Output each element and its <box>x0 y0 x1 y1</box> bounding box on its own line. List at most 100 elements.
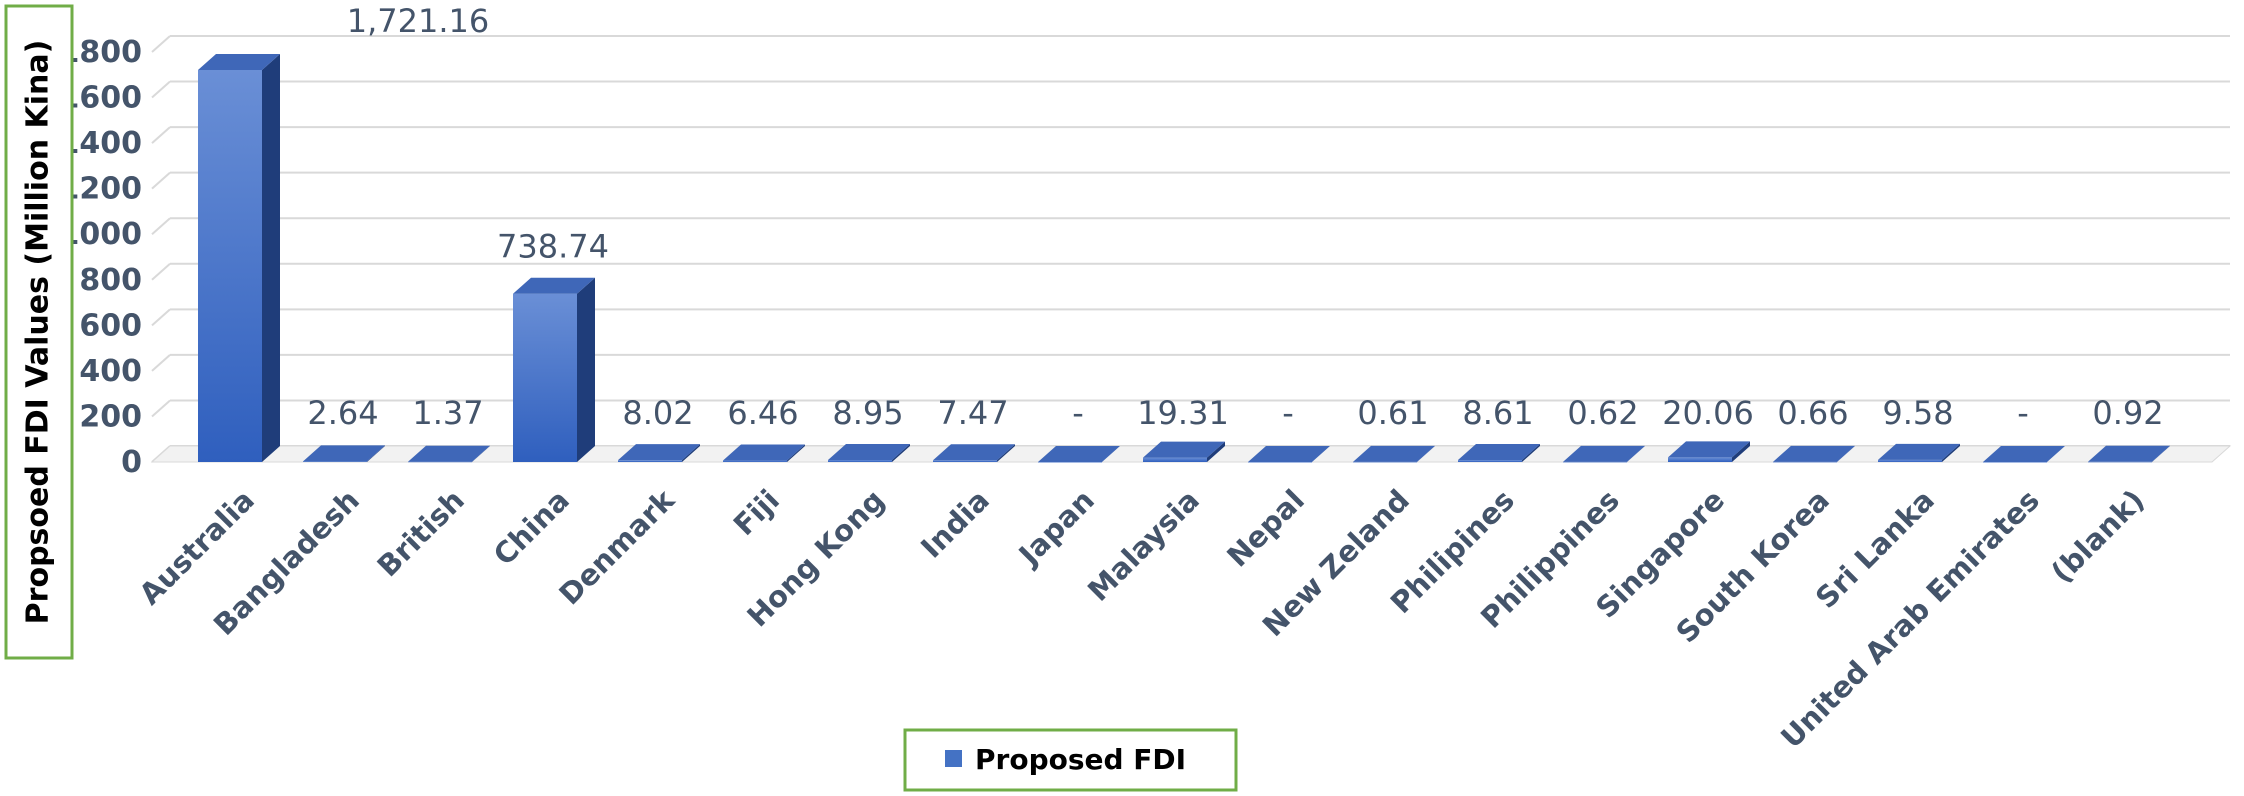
y-axis-title-box: Propsoed FDI Values (Million Kina) <box>4 4 74 660</box>
y-tick-label: 800 <box>79 263 142 298</box>
y-axis-title-frame <box>4 4 74 660</box>
bar-top <box>1038 446 1120 462</box>
gridline-side <box>151 399 171 418</box>
bar-philipines <box>1458 444 1540 462</box>
bar-top <box>303 445 385 462</box>
bar-front <box>198 69 262 462</box>
bar-top <box>1983 446 2065 462</box>
y-tick-label: 0 <box>121 445 142 480</box>
bar-side <box>577 277 595 462</box>
bar-front <box>618 460 682 462</box>
bars <box>198 53 2170 463</box>
data-label: 8.61 <box>1462 394 1533 432</box>
bar-front <box>1458 460 1522 462</box>
bar-british <box>408 445 490 463</box>
bar-top <box>723 444 805 461</box>
data-label: - <box>1282 394 1294 432</box>
gridline-side <box>151 126 171 144</box>
y-axis-title: Propsoed FDI Values (Million Kina) <box>21 40 56 625</box>
bar-hong-kong <box>828 443 910 462</box>
data-label: 1,721.16 <box>347 2 490 40</box>
bar-india <box>933 444 1015 462</box>
y-tick-label: 400 <box>79 354 142 389</box>
bar-side <box>1942 443 1960 462</box>
bar-malaysia <box>1143 441 1225 462</box>
bar-side <box>472 445 490 462</box>
bar-top <box>1563 445 1645 462</box>
bar-front <box>1248 462 1312 463</box>
bar-side <box>1207 441 1225 462</box>
data-label: 9.58 <box>1882 394 1953 432</box>
data-label: 0.92 <box>2092 394 2163 432</box>
bar-front <box>933 460 997 462</box>
bar-top <box>1878 443 1960 460</box>
bar-front <box>303 461 367 462</box>
bar-top <box>513 277 595 294</box>
bar-side <box>1627 445 1645 462</box>
gridline-side <box>151 35 171 53</box>
bar-nepal <box>1248 446 1330 463</box>
bar-side <box>1837 445 1855 462</box>
bar-side <box>2152 445 2170 462</box>
bar-top <box>828 443 910 460</box>
bar-front <box>1983 462 2047 463</box>
legend-swatch <box>945 750 962 767</box>
gridline-side <box>151 217 171 235</box>
bar-front <box>1353 461 1417 463</box>
legend-label: Proposed FDI <box>975 743 1186 776</box>
bar-front <box>1143 457 1207 462</box>
data-labels: 1,721.16 2.64 1.37 738.74 8.02 6.46 8.95 7.47 - 1… <box>307 2 2163 432</box>
bar-denmark <box>618 444 700 462</box>
bar-side <box>892 443 910 462</box>
bar-side <box>262 53 280 462</box>
gridline-side <box>151 354 171 372</box>
x-tick-label: Malaysia <box>1081 483 1206 608</box>
bar-top <box>618 444 700 461</box>
gridline-side <box>151 263 171 281</box>
bar-united-arab-emirates <box>1983 446 2065 463</box>
bar-top <box>1773 445 1855 462</box>
bar-top <box>1668 441 1750 458</box>
bar-philippines <box>1563 445 1645 463</box>
bar-south-korea <box>1773 445 1855 463</box>
bar-blank <box>2088 445 2170 463</box>
gridline-side <box>151 171 171 190</box>
x-tick-label: India <box>914 483 996 565</box>
data-label: 1.37 <box>412 394 483 432</box>
bar-front <box>1038 462 1102 463</box>
bar-top <box>2088 445 2170 462</box>
data-label: 19.31 <box>1137 394 1229 432</box>
bar-side <box>787 444 805 462</box>
bar-side <box>1417 445 1435 462</box>
bar-front <box>723 460 787 462</box>
data-label: 0.66 <box>1777 394 1848 432</box>
bar-front <box>1563 461 1627 463</box>
x-tick-label: Fiji <box>727 483 786 542</box>
x-tick-label: British <box>370 483 470 583</box>
y-tick-label: 600 <box>79 308 142 343</box>
bar-front <box>513 293 577 462</box>
bar-new-zeland <box>1353 445 1435 463</box>
bar-front <box>828 459 892 462</box>
bar-front <box>1773 461 1837 463</box>
y-tick-label: 200 <box>79 399 142 434</box>
bar-side <box>682 444 700 462</box>
bar-top <box>408 445 490 462</box>
bar-front <box>2088 461 2152 463</box>
bar-fiji <box>723 444 805 462</box>
bar-side <box>1732 441 1750 462</box>
bar-china <box>513 277 595 462</box>
gridline-side <box>151 80 171 99</box>
bar-top <box>1458 444 1540 461</box>
bar-top <box>933 444 1015 461</box>
x-tick-label: Denmark <box>552 482 681 611</box>
data-label: 738.74 <box>497 228 609 266</box>
bar-front <box>1668 457 1732 462</box>
bar-front <box>1878 459 1942 462</box>
bar-top <box>1248 446 1330 462</box>
data-label: - <box>1072 394 1084 432</box>
